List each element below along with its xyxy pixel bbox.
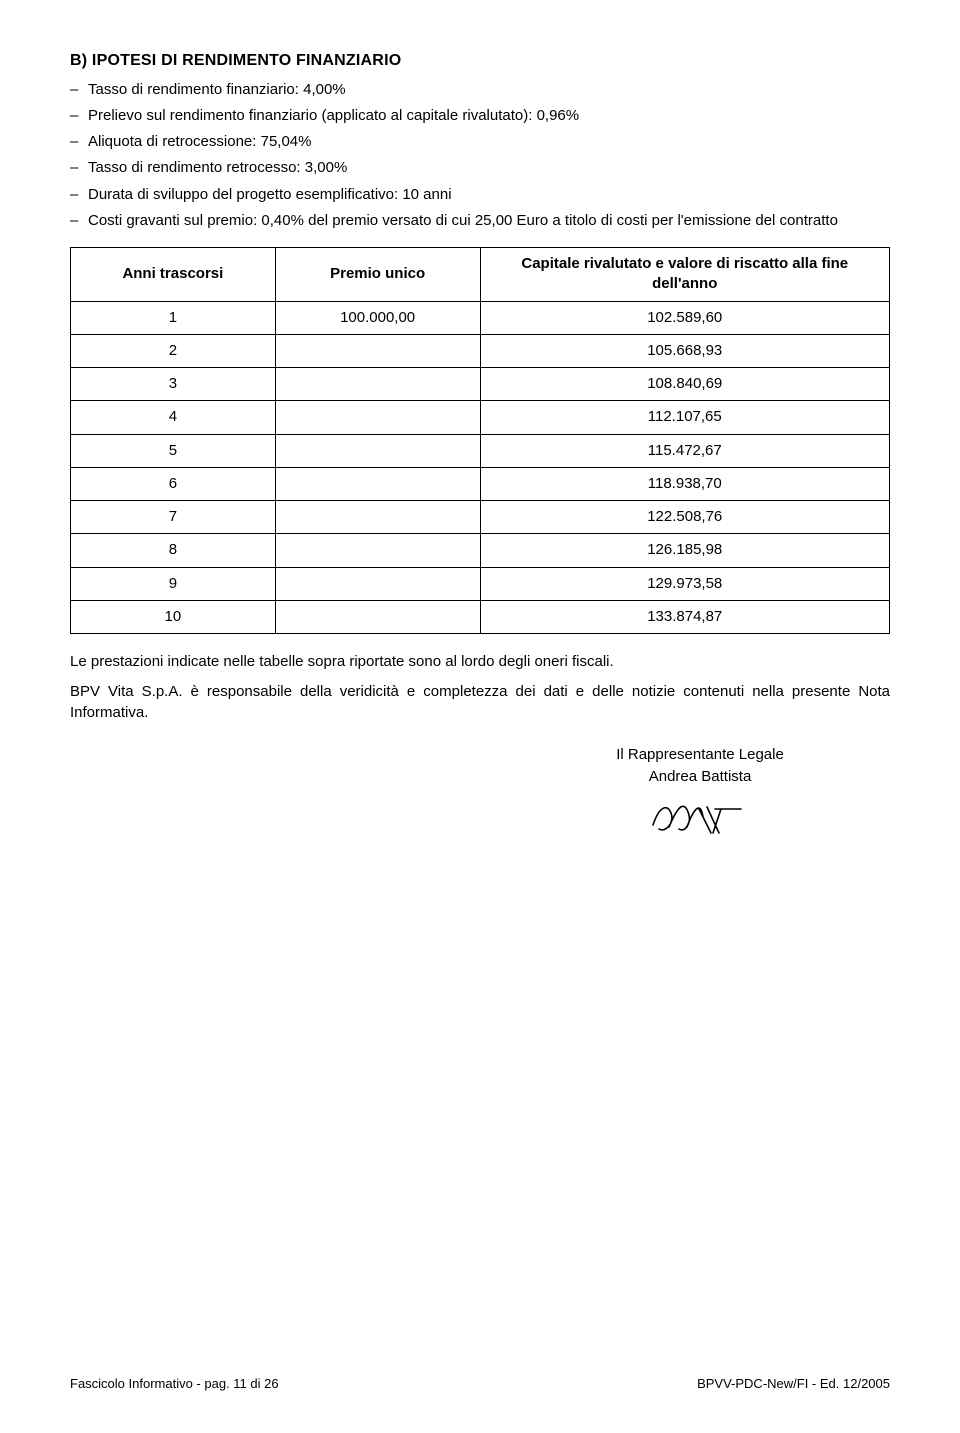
cell-years: 7 <box>71 501 276 534</box>
cell-premium <box>275 534 480 567</box>
cell-premium <box>275 501 480 534</box>
note-responsibility: BPV Vita S.p.A. è responsabile della ver… <box>70 682 890 723</box>
list-item: Costi gravanti sul premio: 0,40% del pre… <box>70 211 890 231</box>
cell-years: 10 <box>71 600 276 633</box>
cell-premium <box>275 567 480 600</box>
table-row: 10 133.874,87 <box>71 600 890 633</box>
list-item: Tasso di rendimento finanziario: 4,00% <box>70 80 890 100</box>
cell-capital: 112.107,65 <box>480 401 890 434</box>
table-row: 6 118.938,70 <box>71 467 890 500</box>
table-row: 3 108.840,69 <box>71 368 890 401</box>
table-row: 4 112.107,65 <box>71 401 890 434</box>
table-row: 1 100.000,00 102.589,60 <box>71 301 890 334</box>
table-row: 7 122.508,76 <box>71 501 890 534</box>
table-row: 2 105.668,93 <box>71 334 890 367</box>
list-item: Tasso di rendimento retrocesso: 3,00% <box>70 158 890 178</box>
cell-premium <box>275 401 480 434</box>
signature-icon <box>645 793 755 841</box>
col-header-capital: Capitale rivalutato e valore di riscatto… <box>480 248 890 302</box>
cell-capital: 126.185,98 <box>480 534 890 567</box>
cell-years: 4 <box>71 401 276 434</box>
footer-right: BPVV-PDC-New/FI - Ed. 12/2005 <box>697 1375 890 1393</box>
cell-years: 9 <box>71 567 276 600</box>
cell-capital: 115.472,67 <box>480 434 890 467</box>
cell-capital: 133.874,87 <box>480 600 890 633</box>
list-item: Durata di sviluppo del progetto esemplif… <box>70 185 890 205</box>
cell-years: 5 <box>71 434 276 467</box>
cell-premium: 100.000,00 <box>275 301 480 334</box>
table-row: 8 126.185,98 <box>71 534 890 567</box>
signature-name: Andrea Battista <box>560 767 840 787</box>
cell-capital: 118.938,70 <box>480 467 890 500</box>
table-header-row: Anni trascorsi Premio unico Capitale riv… <box>71 248 890 302</box>
cell-premium <box>275 368 480 401</box>
cell-premium <box>275 467 480 500</box>
cell-capital: 122.508,76 <box>480 501 890 534</box>
cell-years: 6 <box>71 467 276 500</box>
list-item: Prelievo sul rendimento finanziario (app… <box>70 106 890 126</box>
cell-years: 8 <box>71 534 276 567</box>
cell-years: 2 <box>71 334 276 367</box>
cell-years: 3 <box>71 368 276 401</box>
cell-premium <box>275 434 480 467</box>
col-header-years: Anni trascorsi <box>71 248 276 302</box>
cell-capital: 102.589,60 <box>480 301 890 334</box>
cell-years: 1 <box>71 301 276 334</box>
note-tax: Le prestazioni indicate nelle tabelle so… <box>70 652 890 672</box>
cell-premium <box>275 600 480 633</box>
footer-left: Fascicolo Informativo - pag. 11 di 26 <box>70 1375 279 1393</box>
section-heading: B) IPOTESI DI RENDIMENTO FINANZIARIO <box>70 50 890 72</box>
page-footer: Fascicolo Informativo - pag. 11 di 26 BP… <box>70 1375 890 1393</box>
signature-block: Il Rappresentante Legale Andrea Battista <box>560 745 840 842</box>
table-row: 5 115.472,67 <box>71 434 890 467</box>
list-item: Aliquota di retrocessione: 75,04% <box>70 132 890 152</box>
cell-premium <box>275 334 480 367</box>
cell-capital: 105.668,93 <box>480 334 890 367</box>
cell-capital: 108.840,69 <box>480 368 890 401</box>
assumptions-list: Tasso di rendimento finanziario: 4,00% P… <box>70 80 890 232</box>
projection-table: Anni trascorsi Premio unico Capitale riv… <box>70 247 890 634</box>
cell-capital: 129.973,58 <box>480 567 890 600</box>
signature-title: Il Rappresentante Legale <box>560 745 840 765</box>
col-header-premium: Premio unico <box>275 248 480 302</box>
table-row: 9 129.973,58 <box>71 567 890 600</box>
